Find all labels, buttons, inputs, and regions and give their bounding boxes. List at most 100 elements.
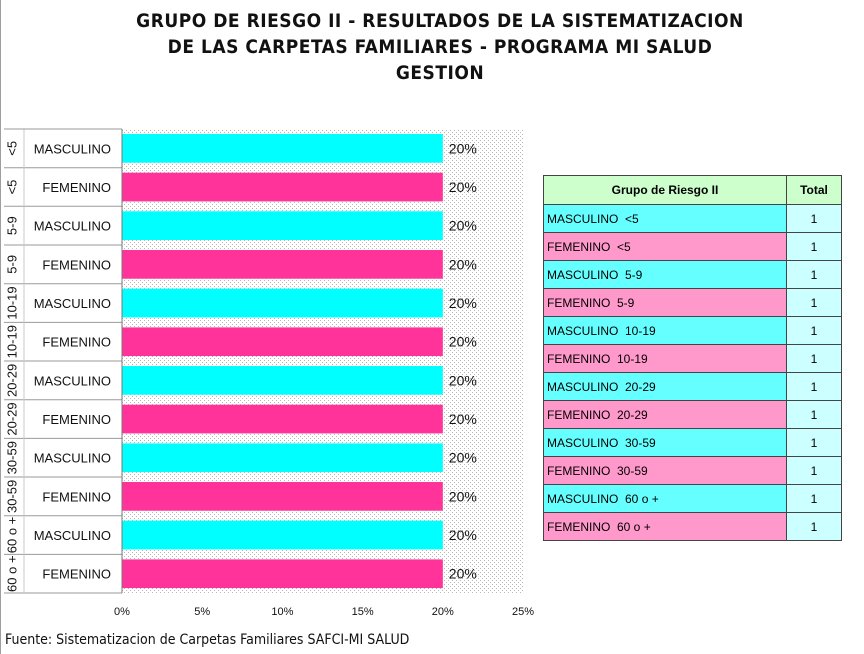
table-cell-total: 1 [786, 484, 842, 513]
bar-value-label: 20% [449, 566, 477, 582]
sex-label: FEMENINO [42, 335, 111, 350]
bar [122, 327, 443, 357]
plot-area [122, 129, 523, 593]
sex-label: MASCULINO [34, 451, 111, 466]
table-cell-total: 1 [786, 344, 842, 373]
bar-value-label: 20% [449, 411, 477, 427]
sex-label: FEMENINO [42, 412, 111, 427]
bar [122, 288, 443, 318]
title-line-3: GESTION [395, 62, 485, 84]
sex-label: MASCULINO [34, 296, 111, 311]
bar [122, 250, 443, 279]
x-tick-label: 20% [432, 606, 454, 618]
table-cell-group: FEMENINO 10-19 [543, 344, 787, 373]
table-cell-group: MASCULINO 10-19 [543, 316, 787, 345]
bar-chart: 20% MASCULINO <5 20% FEMENINO <5 20% MASCULINO 5… [4, 128, 534, 618]
table-row: MASCULINO 30-59 1 [543, 428, 842, 457]
risk-group-table: Grupo de Riesgo II Total MASCULINO <5 1 FE… [543, 175, 842, 541]
table-cell-total: 1 [786, 288, 842, 317]
table-cell-total: 1 [786, 316, 842, 345]
table-row: FEMENINO 5-9 1 [543, 288, 842, 317]
bar-value-label: 20% [449, 372, 477, 388]
bar [122, 443, 443, 473]
table-cell-group: FEMENINO 60 o + [543, 512, 787, 541]
table-cell-total: 1 [786, 232, 842, 261]
sex-label: MASCULINO [34, 373, 111, 388]
table-row: MASCULINO 10-19 1 [543, 316, 842, 345]
table-row: FEMENINO 30-59 1 [543, 456, 842, 485]
table-row: FEMENINO 20-29 1 [543, 400, 842, 429]
age-label: 30-59 [5, 480, 20, 513]
left-border [0, 0, 1, 654]
table-cell-group: MASCULINO <5 [543, 204, 787, 233]
header-group: Grupo de Riesgo II [543, 175, 787, 205]
table-row: MASCULINO <5 1 [543, 204, 842, 233]
x-tick-label: 25% [512, 606, 534, 618]
bar [122, 366, 443, 395]
table-cell-total: 1 [786, 512, 842, 541]
bar-value-label: 20% [449, 334, 477, 350]
sex-label: MASCULINO [34, 528, 111, 543]
table-cell-group: MASCULINO 5-9 [543, 260, 787, 289]
age-label: 10-19 [5, 325, 20, 358]
bar-value-label: 20% [449, 488, 477, 504]
bar [122, 482, 443, 511]
table-header-row: Grupo de Riesgo II Total [543, 175, 842, 205]
bar-value-label: 20% [449, 179, 477, 195]
table-cell-group: MASCULINO 60 o + [543, 484, 787, 513]
table-row: MASCULINO 20-29 1 [543, 372, 842, 401]
table-row: FEMENINO 10-19 1 [543, 344, 842, 373]
age-label: 10-19 [5, 286, 20, 319]
table-cell-total: 1 [786, 428, 842, 457]
table-cell-group: MASCULINO 20-29 [543, 372, 787, 401]
age-label: 60 o + [5, 517, 20, 554]
table-cell-total: 1 [786, 204, 842, 233]
source-note: Fuente: Sistematizacion de Carpetas Fami… [5, 632, 410, 648]
table-cell-group: FEMENINO <5 [543, 232, 787, 261]
table-cell-group: MASCULINO 30-59 [543, 428, 787, 457]
bar [122, 172, 443, 202]
bar-value-label: 20% [449, 218, 477, 234]
table-cell-total: 1 [786, 456, 842, 485]
table-cell-group: FEMENINO 20-29 [543, 400, 787, 429]
sex-label: FEMENINO [42, 180, 111, 195]
bar-value-label: 20% [449, 527, 477, 543]
age-label: 20-29 [5, 402, 20, 435]
sex-label: MASCULINO [34, 141, 111, 156]
age-label: 5-9 [5, 216, 20, 235]
title-line-1: GRUPO DE RIESGO II - RESULTADOS DE LA SI… [136, 10, 744, 32]
bar-value-label: 20% [449, 140, 477, 156]
header-total: Total [786, 175, 842, 205]
age-label: 60 o + [5, 555, 20, 592]
chart-title: GRUPO DE RIESGO II - RESULTADOS DE LA SI… [120, 8, 760, 86]
age-label: 30-59 [5, 441, 20, 474]
table-row: MASCULINO 5-9 1 [543, 260, 842, 289]
bar [122, 404, 443, 434]
table-cell-group: FEMENINO 5-9 [543, 288, 787, 317]
bar-value-label: 20% [449, 450, 477, 466]
bar [122, 520, 443, 550]
sex-label: FEMENINO [42, 567, 111, 582]
x-tick-label: 15% [352, 606, 374, 618]
age-label: 5-9 [5, 255, 20, 274]
bar-value-label: 20% [449, 256, 477, 272]
x-tick-label: 10% [271, 606, 293, 618]
age-label: <5 [5, 141, 20, 156]
sex-label: FEMENINO [42, 489, 111, 504]
table-cell-total: 1 [786, 260, 842, 289]
age-label: 20-29 [5, 364, 20, 397]
bar-value-label: 20% [449, 295, 477, 311]
table-cell-total: 1 [786, 400, 842, 429]
x-tick-label: 5% [194, 606, 210, 618]
title-line-2: DE LAS CARPETAS FAMILIARES - PROGRAMA MI… [167, 36, 713, 58]
table-cell-total: 1 [786, 372, 842, 401]
table-cell-group: FEMENINO 30-59 [543, 456, 787, 485]
x-tick-label: 0% [114, 606, 130, 618]
table-row: FEMENINO <5 1 [543, 232, 842, 261]
sex-label: FEMENINO [42, 257, 111, 272]
bar [122, 559, 443, 589]
age-label: <5 [5, 180, 20, 195]
bar [122, 134, 443, 163]
bar [122, 211, 443, 240]
sex-label: MASCULINO [34, 219, 111, 234]
